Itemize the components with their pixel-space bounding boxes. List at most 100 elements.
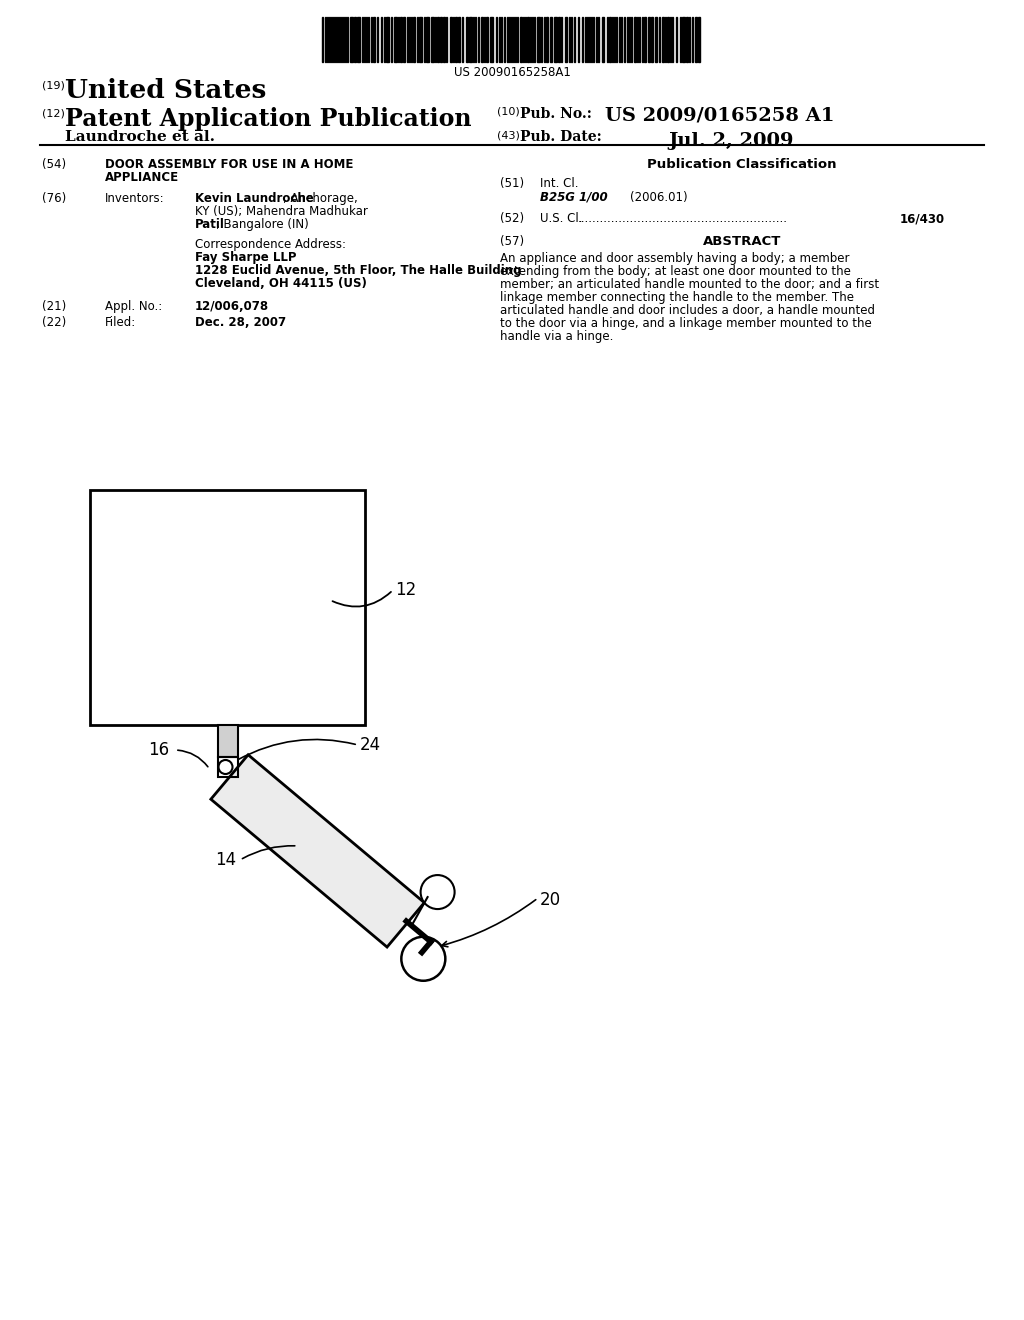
Text: (12): (12) — [42, 108, 65, 117]
Text: articulated handle and door includes a door, a handle mounted: articulated handle and door includes a d… — [500, 304, 874, 317]
Bar — [648, 17, 650, 62]
Text: (54): (54) — [42, 158, 67, 172]
Text: (52): (52) — [500, 213, 524, 224]
Bar — [431, 17, 434, 62]
Text: (10): (10) — [497, 107, 520, 117]
Bar — [217, 756, 238, 777]
Text: handle via a hinge.: handle via a hinge. — [500, 330, 613, 343]
Bar — [386, 17, 389, 62]
Bar — [651, 17, 653, 62]
Text: United States: United States — [65, 78, 266, 103]
Bar — [682, 17, 685, 62]
Text: (43): (43) — [497, 129, 520, 140]
Bar — [634, 17, 636, 62]
Bar — [354, 17, 356, 62]
Text: US 2009/0165258 A1: US 2009/0165258 A1 — [605, 107, 835, 125]
Bar — [609, 17, 611, 62]
Bar — [450, 17, 452, 62]
Circle shape — [421, 875, 455, 909]
Bar — [419, 17, 422, 62]
Text: 12/006,078: 12/006,078 — [195, 300, 269, 313]
Bar — [458, 17, 460, 62]
Text: An appliance and door assembly having a body; a member: An appliance and door assembly having a … — [500, 252, 850, 265]
Text: B25G 1/00: B25G 1/00 — [540, 191, 607, 205]
Text: DOOR ASSEMBLY FOR USE IN A HOME: DOOR ASSEMBLY FOR USE IN A HOME — [105, 158, 353, 172]
Bar — [554, 17, 557, 62]
Bar — [480, 17, 482, 62]
Bar — [217, 725, 238, 756]
Text: Appl. No.:: Appl. No.: — [105, 300, 162, 313]
Text: 12: 12 — [395, 581, 416, 599]
Bar — [547, 17, 549, 62]
Text: 16: 16 — [148, 741, 169, 759]
Bar — [550, 17, 552, 62]
Bar — [655, 17, 657, 62]
Bar — [350, 17, 353, 62]
Text: Pub. No.:: Pub. No.: — [520, 107, 592, 121]
Text: (2006.01): (2006.01) — [630, 191, 688, 205]
Bar — [565, 17, 567, 62]
Text: 20: 20 — [540, 891, 561, 909]
Text: , Anchorage,: , Anchorage, — [283, 191, 357, 205]
Bar — [686, 17, 688, 62]
Text: ABSTRACT: ABSTRACT — [702, 235, 781, 248]
Bar — [373, 17, 375, 62]
Text: Correspondence Address:: Correspondence Address: — [195, 238, 346, 251]
Text: extending from the body; at least one door mounted to the: extending from the body; at least one do… — [500, 265, 851, 279]
Bar — [527, 17, 529, 62]
Bar — [520, 17, 522, 62]
Bar — [602, 17, 604, 62]
Text: Fay Sharpe LLP: Fay Sharpe LLP — [195, 251, 297, 264]
Bar — [436, 17, 438, 62]
Bar — [426, 17, 429, 62]
Bar — [558, 17, 560, 62]
Bar — [466, 17, 468, 62]
Text: APPLIANCE: APPLIANCE — [105, 172, 179, 183]
Text: (76): (76) — [42, 191, 67, 205]
Text: Inventors:: Inventors: — [105, 191, 165, 205]
Text: (57): (57) — [500, 235, 524, 248]
Bar — [413, 17, 415, 62]
Text: (21): (21) — [42, 300, 67, 313]
Text: Laundroche et al.: Laundroche et al. — [65, 129, 215, 144]
Bar — [663, 17, 665, 62]
Bar — [469, 17, 472, 62]
Bar — [442, 17, 444, 62]
Text: Kevin Laundroche: Kevin Laundroche — [195, 191, 313, 205]
Text: member; an articulated handle mounted to the door; and a first: member; an articulated handle mounted to… — [500, 279, 880, 290]
Text: US 20090165258A1: US 20090165258A1 — [454, 66, 570, 79]
Text: Patent Application Publication: Patent Application Publication — [65, 107, 471, 131]
Text: Int. Cl.: Int. Cl. — [540, 177, 579, 190]
Bar — [402, 17, 404, 62]
Text: Patil: Patil — [195, 218, 225, 231]
Text: Publication Classification: Publication Classification — [647, 158, 837, 172]
Bar — [394, 17, 397, 62]
Text: 24: 24 — [360, 737, 381, 754]
Text: 1228 Euclid Avenue, 5th Floor, The Halle Building: 1228 Euclid Avenue, 5th Floor, The Halle… — [195, 264, 521, 277]
Bar — [698, 17, 700, 62]
Text: Filed:: Filed: — [105, 315, 136, 329]
Text: KY (US); Mahendra Madhukar: KY (US); Mahendra Madhukar — [195, 205, 368, 218]
Text: (22): (22) — [42, 315, 67, 329]
Circle shape — [401, 937, 445, 981]
Text: to the door via a hinge, and a linkage member mounted to the: to the door via a hinge, and a linkage m… — [500, 317, 871, 330]
Bar — [399, 17, 401, 62]
Text: Jul. 2, 2009: Jul. 2, 2009 — [668, 132, 794, 150]
Text: U.S. Cl.: U.S. Cl. — [540, 213, 583, 224]
Bar — [455, 17, 457, 62]
Bar — [90, 490, 365, 725]
Text: Pub. Date:: Pub. Date: — [520, 129, 602, 144]
Bar — [644, 17, 646, 62]
Text: ........................................................: ........................................… — [578, 213, 788, 224]
Bar — [695, 17, 697, 62]
Text: 14: 14 — [215, 851, 237, 869]
Text: 16/430: 16/430 — [900, 213, 945, 224]
Bar — [485, 17, 487, 62]
Text: (19): (19) — [42, 81, 65, 90]
Polygon shape — [211, 755, 424, 946]
Text: linkage member connecting the handle to the member. The: linkage member connecting the handle to … — [500, 290, 854, 304]
Bar — [489, 17, 493, 62]
Bar — [667, 17, 669, 62]
Text: , Bangalore (IN): , Bangalore (IN) — [216, 218, 309, 231]
Bar — [439, 17, 441, 62]
